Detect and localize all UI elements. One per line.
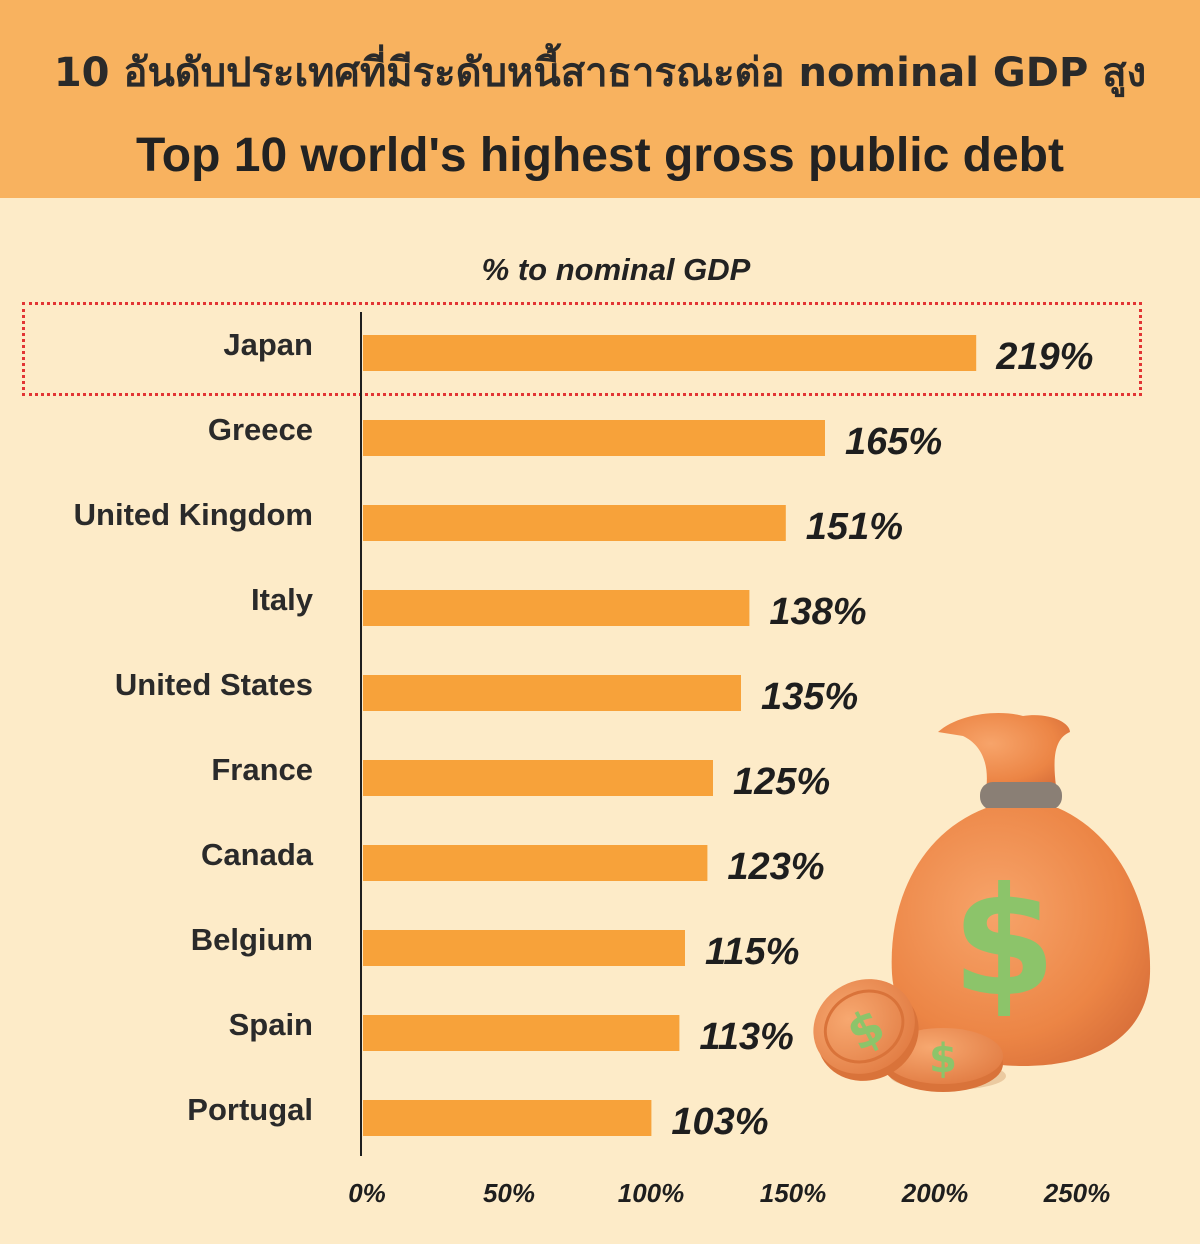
x-tick-label: 0% bbox=[348, 1178, 386, 1208]
value-label: 138% bbox=[769, 591, 866, 633]
x-tick-label: 50% bbox=[483, 1178, 535, 1208]
svg-text:$: $ bbox=[929, 1036, 957, 1082]
category-label: Italy bbox=[251, 582, 314, 617]
title-thai: 10 อันดับประเทศที่มีระดับหนี้สาธารณะต่อ … bbox=[53, 50, 1147, 96]
bar bbox=[363, 675, 741, 711]
chart-subtitle: % to nominal GDP bbox=[481, 252, 751, 287]
value-label: 123% bbox=[727, 846, 824, 888]
bar bbox=[363, 845, 708, 881]
bar bbox=[363, 760, 713, 796]
header-banner: 10 อันดับประเทศที่มีระดับหนี้สาธารณะต่อ … bbox=[0, 0, 1200, 198]
value-label: 165% bbox=[845, 421, 942, 463]
x-tick-label: 150% bbox=[760, 1178, 827, 1208]
x-tick-label: 100% bbox=[618, 1178, 685, 1208]
category-label: Belgium bbox=[191, 922, 313, 957]
value-label: 151% bbox=[806, 506, 903, 548]
value-label: 135% bbox=[761, 676, 858, 718]
bar bbox=[363, 930, 685, 966]
x-tick-label: 200% bbox=[901, 1178, 969, 1208]
value-label: 125% bbox=[733, 761, 830, 803]
x-tick-label: 250% bbox=[1043, 1178, 1111, 1208]
category-label: Canada bbox=[201, 837, 314, 872]
value-label: 219% bbox=[995, 336, 1093, 378]
svg-text:$: $ bbox=[952, 856, 1056, 1030]
category-label: Greece bbox=[208, 412, 313, 447]
category-label: United States bbox=[115, 667, 313, 702]
bar bbox=[363, 1015, 680, 1051]
category-label: Spain bbox=[229, 1007, 313, 1042]
money-bag-icon: $ $ $ bbox=[813, 712, 1151, 1092]
bar bbox=[363, 420, 825, 456]
value-label: 113% bbox=[699, 1016, 793, 1058]
title-english: Top 10 world's highest gross public debt bbox=[136, 129, 1064, 182]
japan-highlight-box bbox=[22, 302, 1142, 396]
bar bbox=[363, 335, 977, 371]
bar bbox=[363, 505, 786, 541]
value-label: 115% bbox=[705, 931, 799, 973]
value-label: 103% bbox=[671, 1101, 768, 1143]
bar bbox=[363, 590, 750, 626]
category-label: Japan bbox=[223, 327, 313, 362]
category-label: United Kingdom bbox=[74, 497, 313, 532]
bar bbox=[363, 1100, 652, 1136]
category-label: Portugal bbox=[187, 1092, 313, 1127]
category-label: France bbox=[211, 752, 313, 787]
